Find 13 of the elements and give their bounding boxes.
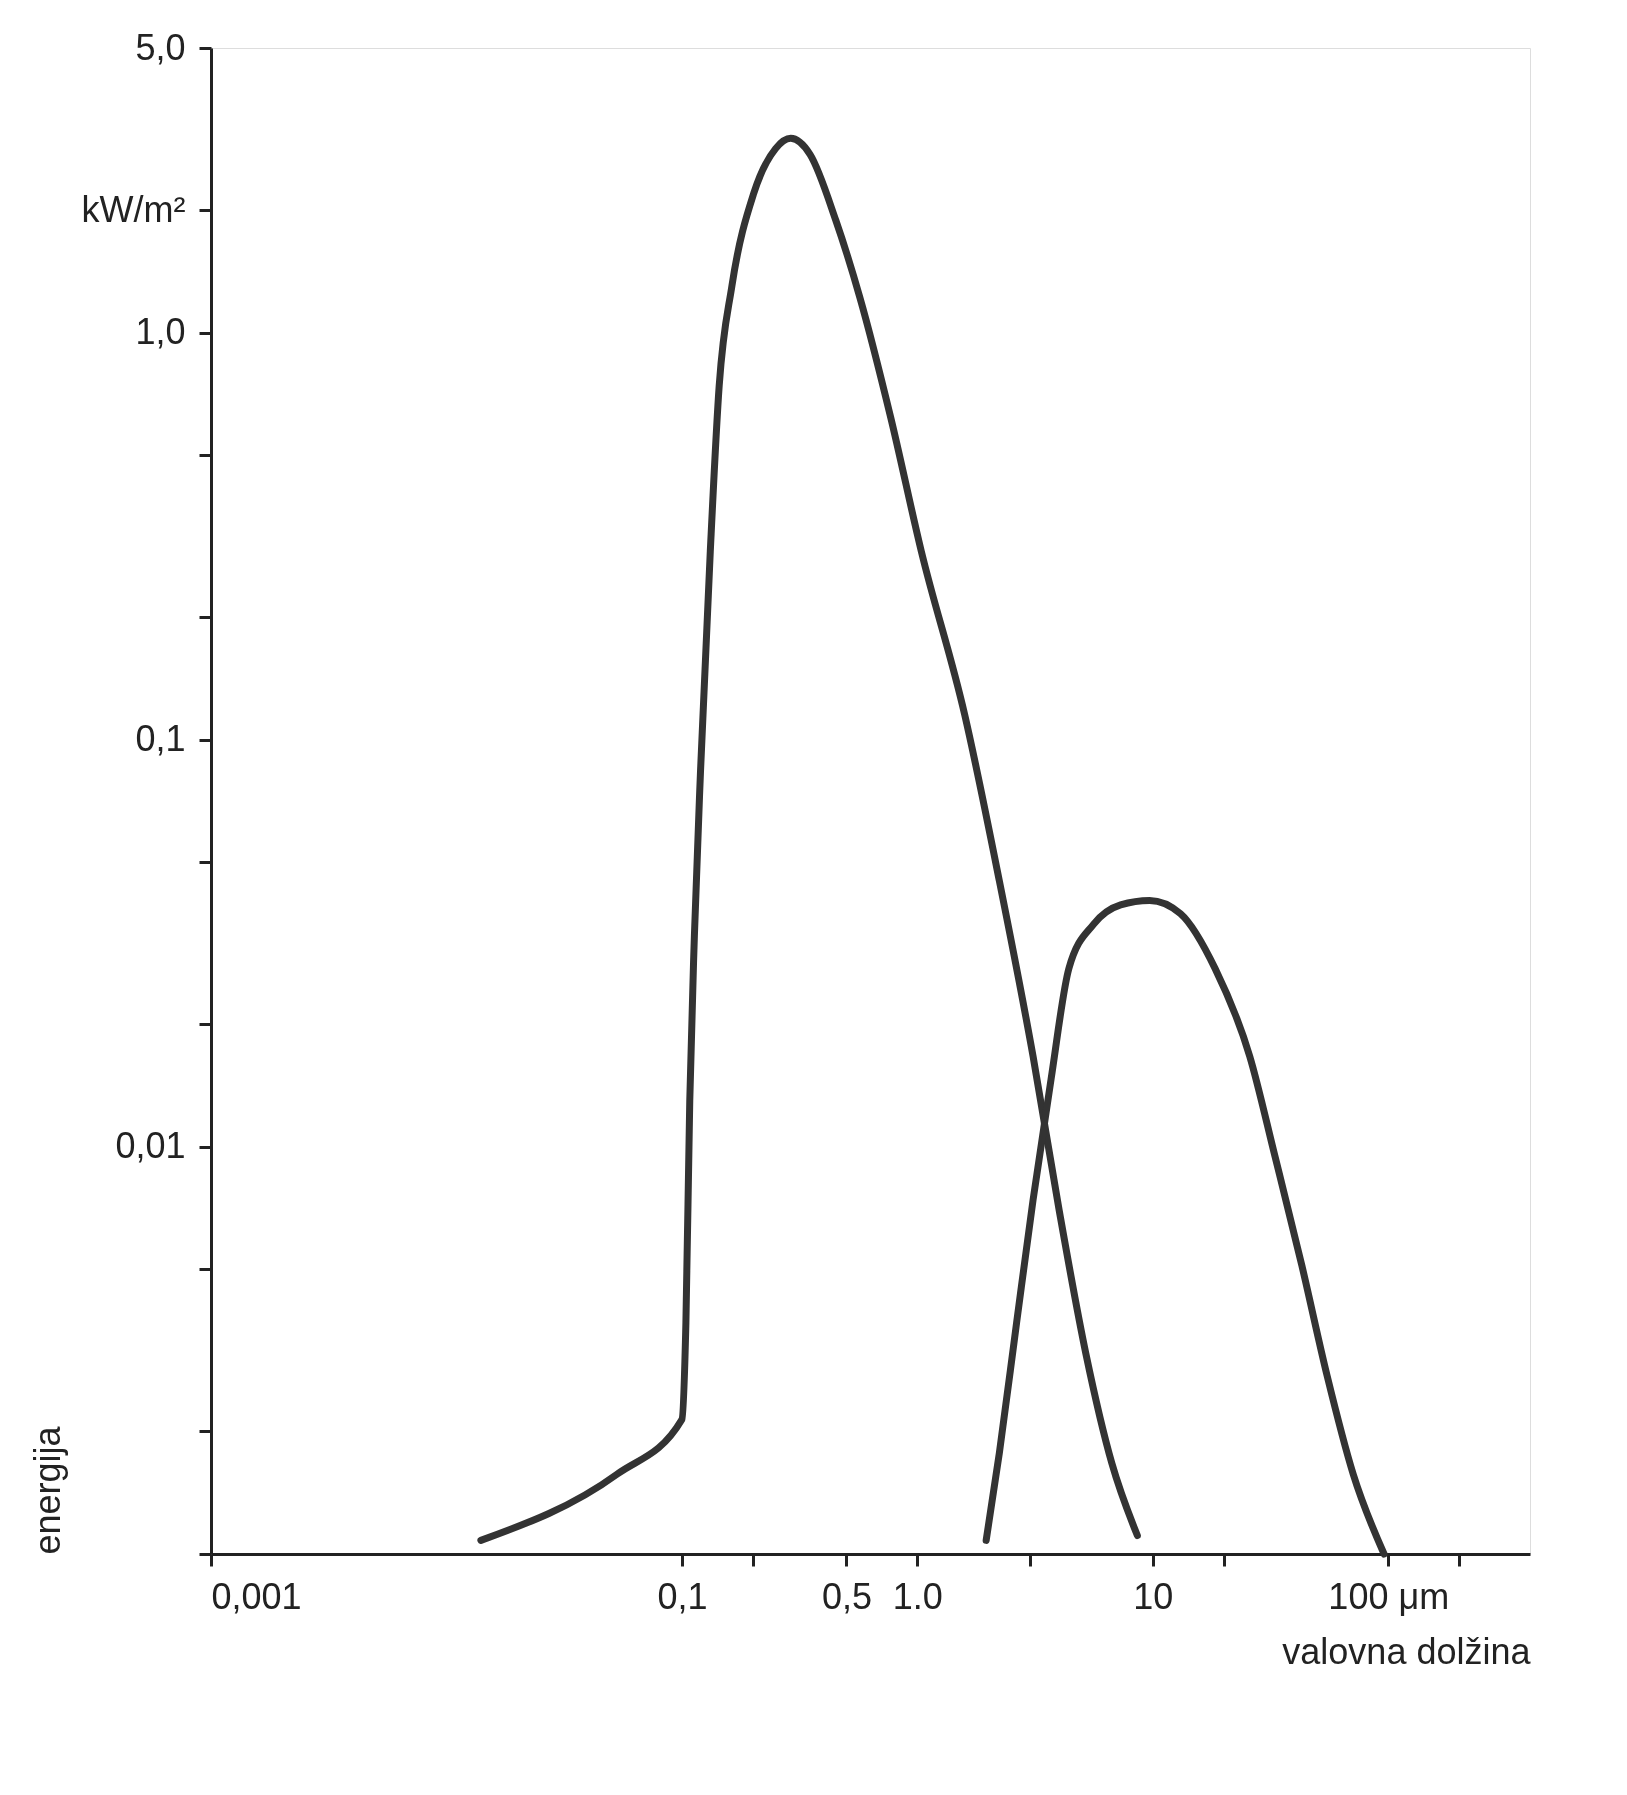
y-tick-label: 5,0 bbox=[135, 26, 186, 68]
x-tick-label: 1.0 bbox=[892, 1575, 943, 1617]
y-axis-title: energija bbox=[26, 1425, 68, 1555]
x-axis-title: valovna dolžina bbox=[1282, 1630, 1532, 1672]
x-tick-label: 0,001 bbox=[211, 1575, 302, 1617]
x-tick-label: 0,1 bbox=[657, 1575, 708, 1617]
y-tick-label: 1,0 bbox=[135, 311, 186, 353]
x-tick-label: 100 μm bbox=[1328, 1575, 1450, 1617]
x-tick-label: 0,5 bbox=[821, 1575, 872, 1617]
x-tick-label: 10 bbox=[1133, 1575, 1174, 1617]
y-tick-label: kW/m² bbox=[81, 188, 186, 230]
y-tick-label: 0,01 bbox=[115, 1125, 186, 1167]
y-tick-label: 0,1 bbox=[135, 718, 186, 760]
